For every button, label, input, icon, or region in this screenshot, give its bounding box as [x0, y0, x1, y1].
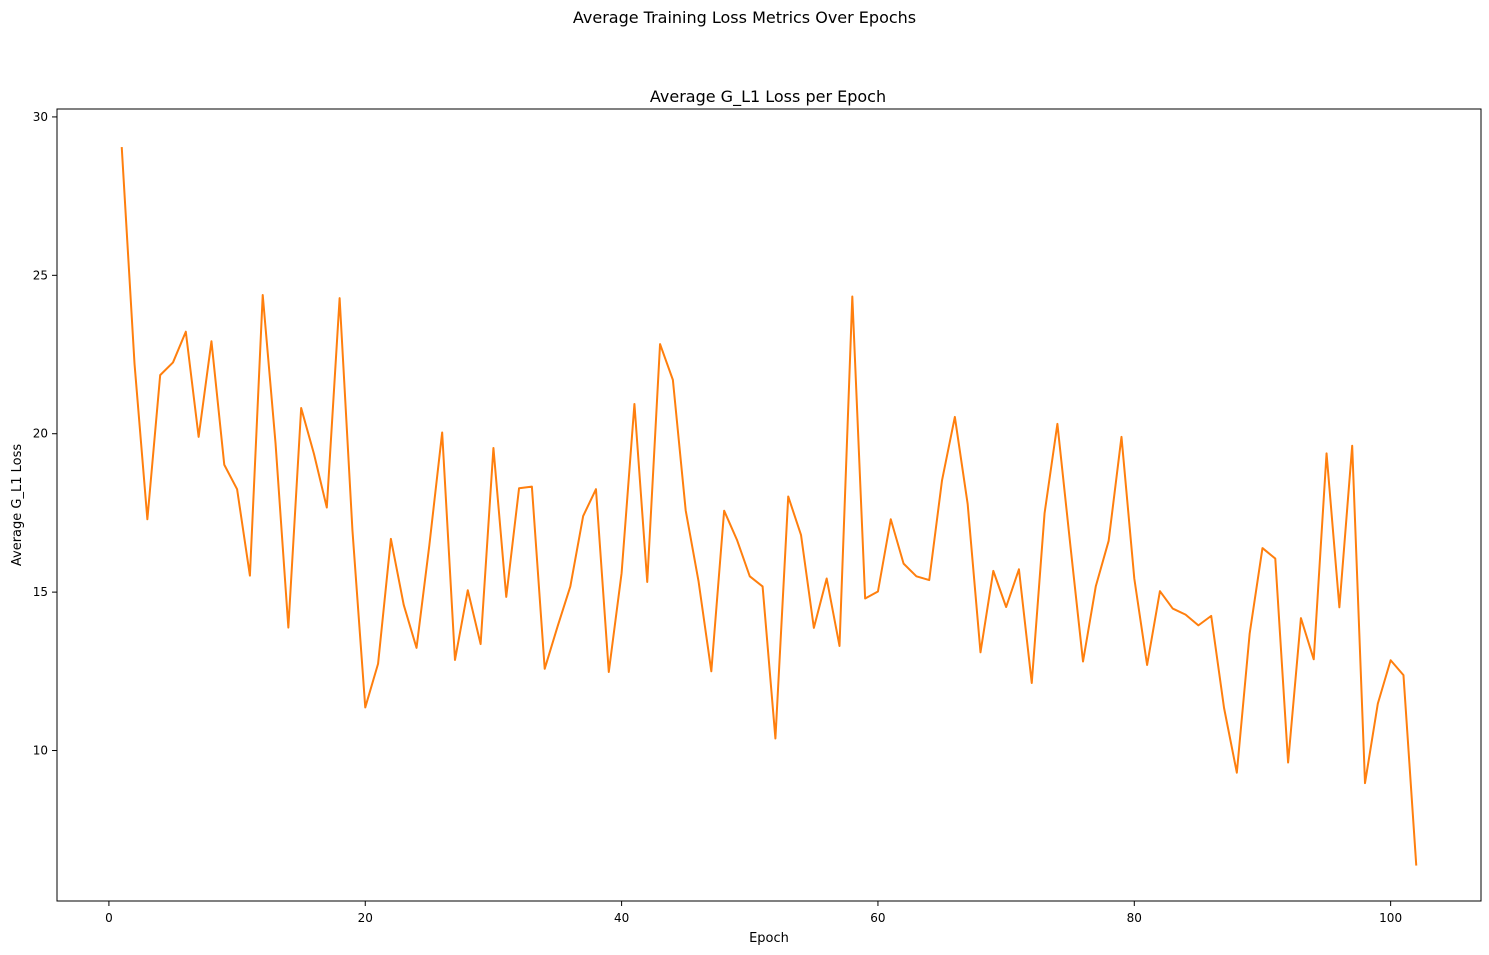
y-tick-label: 25	[33, 268, 48, 282]
x-axis: 0 20 40 60 80 100	[105, 901, 1402, 925]
x-tick-label: 0	[105, 911, 113, 925]
x-tick-label: 60	[870, 911, 885, 925]
chart-title: Average G_L1 Loss per Epoch	[650, 87, 886, 107]
y-tick-label: 10	[33, 744, 48, 758]
plot-frame	[56, 108, 1482, 902]
x-tick-label: 80	[1127, 911, 1142, 925]
x-tick-label: 20	[358, 911, 373, 925]
y-tick-label: 30	[33, 110, 48, 124]
x-tick-label: 40	[614, 911, 629, 925]
y-tick-label: 15	[33, 585, 48, 599]
y-axis: 10 15 20 25 30	[33, 110, 57, 758]
x-axis-label: Epoch	[749, 931, 789, 946]
x-tick-label: 100	[1379, 911, 1402, 925]
chart-suptitle: Average Training Loss Metrics Over Epoch…	[573, 8, 916, 27]
series-line-0	[120, 146, 1418, 866]
y-tick-label: 20	[33, 427, 48, 441]
y-axis-label: Average G_L1 Loss	[10, 444, 25, 566]
plot-area	[120, 146, 1418, 866]
